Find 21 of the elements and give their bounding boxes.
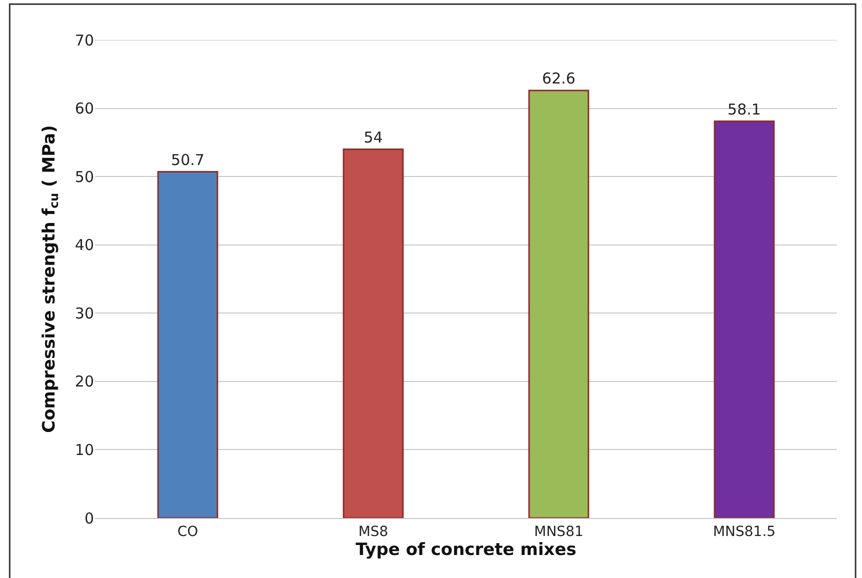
y-tick-label: 40	[74, 236, 94, 254]
bar	[714, 120, 775, 518]
y-tick-label: 70	[74, 31, 94, 50]
y-tick-label: 0	[84, 509, 94, 528]
bar	[528, 90, 590, 518]
data-label: 54	[364, 128, 383, 146]
data-label: 50.7	[171, 150, 204, 169]
y-tick-label: 50	[74, 168, 94, 186]
x-tick-label: CO	[177, 524, 198, 540]
y-tick-label: 10	[74, 440, 94, 459]
x-tick-label: MNS81	[534, 524, 584, 540]
y-tick-label: 30	[74, 304, 94, 322]
x-axis-title: Type of concrete mixes	[356, 540, 576, 560]
x-tick-label: MNS81.5	[712, 524, 776, 540]
y-tick-label: 60	[74, 100, 94, 118]
bar	[157, 171, 218, 518]
y-tick-label: 20	[74, 372, 94, 391]
bar	[342, 148, 404, 518]
x-tick-label: MS8	[358, 524, 388, 540]
data-label: 62.6	[542, 70, 576, 88]
data-label: 58.1	[728, 100, 761, 118]
